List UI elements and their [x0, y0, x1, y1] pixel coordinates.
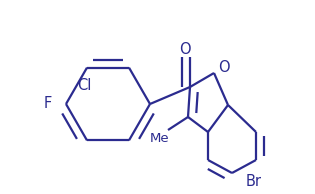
Text: O: O	[179, 42, 191, 57]
Text: F: F	[44, 96, 52, 112]
Text: Me: Me	[150, 132, 170, 145]
Text: Br: Br	[246, 173, 262, 189]
Text: O: O	[218, 60, 230, 74]
Text: Cl: Cl	[77, 78, 91, 93]
